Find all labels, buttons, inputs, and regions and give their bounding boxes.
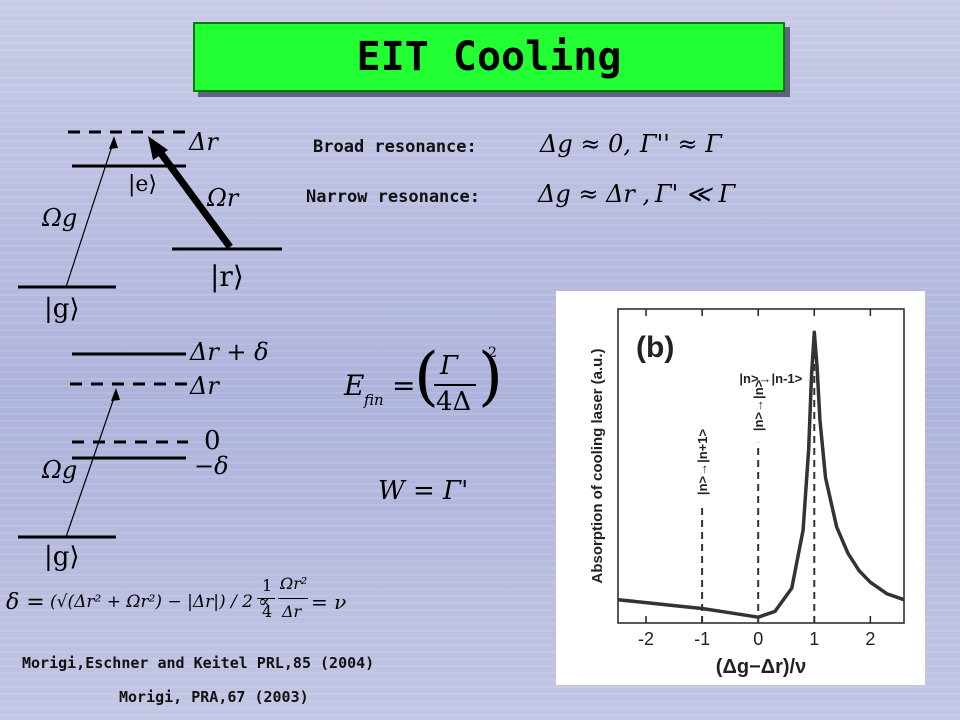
- delta-rhs: = ν: [311, 590, 347, 614]
- y-axis-label: Absorption of cooling laser (a.u.): [589, 348, 606, 583]
- x-tick-label: -1: [694, 629, 710, 649]
- efin-subscript: fin: [364, 391, 384, 409]
- minus-delta-label: −δ: [194, 452, 229, 480]
- omega-g-arrow: [65, 391, 117, 538]
- state-r-label: |r⟩: [210, 260, 244, 293]
- efin-exponent: 2: [488, 345, 497, 361]
- bottom-state-g-label: |g⟩: [44, 542, 80, 572]
- efin-numerator: Γ: [440, 351, 459, 381]
- top-level-diagram: [18, 130, 282, 289]
- delta-lhs: δ =: [6, 590, 45, 615]
- slide-title: EIT Cooling: [356, 34, 622, 80]
- efin-equals: =: [392, 369, 416, 402]
- narrow-condition-1: Δg ≈ Δr ,: [538, 180, 651, 208]
- broad-condition-1: Δg ≈ 0,: [540, 130, 631, 158]
- x-tick-label: -2: [638, 629, 654, 649]
- top-delta-r-label: Δr: [189, 128, 218, 156]
- x-tick-label: 2: [865, 629, 875, 649]
- panel-label: (b): [636, 331, 674, 364]
- efin-lhs: E: [344, 369, 365, 402]
- annotation-n-to-n-minus-1: |n>→|n-1>: [739, 371, 802, 386]
- x-tick-label: 1: [809, 629, 819, 649]
- top-omega-g-label: Ωg: [42, 204, 78, 232]
- bottom-delta-r-label: Δr: [190, 372, 219, 400]
- absorption-chart: -2 -1 0 1 2 (b) |n>→|n-1>|n>→|n> |n>→|n+1> Absor…: [589, 308, 905, 678]
- broad-condition-2: Γ'' ≈ Γ: [640, 130, 722, 158]
- title-banner: EIT Cooling: [193, 22, 785, 92]
- efin-denominator: 4Δ: [436, 387, 472, 417]
- annotation-n-to-n-plus-1: |n>→|n+1>: [695, 429, 710, 496]
- absorption-plot-panel: -2 -1 0 1 2 (b) |n>→|n-1> |n>→|n> |n>→|n+1> Absor…: [556, 291, 925, 685]
- narrow-resonance-label: Narrow resonance:: [306, 187, 480, 207]
- bottom-omega-g-label: Ωg: [42, 456, 78, 484]
- absorption-curve: [617, 330, 905, 619]
- plot-frame: [617, 308, 905, 624]
- broad-resonance-label: Broad resonance:: [313, 137, 477, 157]
- delta-formula: δ = (√(Δr² + Ωr²) − |Δr|) / 2 ∝ 1 4 Ωr² …: [0, 570, 350, 630]
- x-axis-label: (Δg−Δr)/ν: [716, 656, 806, 678]
- reference-1: Morigi,Eschner and Keitel PRL,85 (2004): [22, 654, 375, 672]
- bottom-delta-r-plus-label: Δr + δ: [190, 338, 269, 366]
- zero-label: 0: [204, 426, 221, 456]
- omega-r-arrowhead: [148, 136, 168, 160]
- annotation-n-to-n: |n>→|n>: [751, 379, 766, 431]
- delta-body: (√(Δr² + Ωr²) − |Δr|) / 2 ∝: [50, 592, 270, 612]
- narrow-condition-2: Γ' ≪ Γ: [655, 180, 736, 208]
- delta-frac1-den: 4: [262, 602, 273, 621]
- delta-frac2-num: Ωr²: [280, 574, 308, 593]
- omega-g-arrowhead: [109, 136, 118, 149]
- efin-formula: E fin = ( Γ 4Δ ) 2: [344, 340, 503, 417]
- omega-r-arrow: [157, 149, 233, 250]
- delta-frac2-den: Δr: [282, 602, 302, 621]
- omega-g-arrow: [65, 139, 115, 288]
- reference-2: Morigi, PRA,67 (2003): [119, 688, 309, 706]
- top-state-g-label: |g⟩: [44, 294, 80, 324]
- top-omega-r-label: Ωr: [207, 184, 239, 212]
- w-formula: W = Γ': [378, 476, 469, 506]
- bottom-level-diagram: [18, 352, 188, 539]
- delta-frac1-num: 1: [262, 576, 273, 595]
- omega-g-arrowhead: [111, 388, 120, 401]
- state-e-label: |e⟩: [128, 172, 158, 197]
- x-tick-label: 0: [753, 629, 763, 649]
